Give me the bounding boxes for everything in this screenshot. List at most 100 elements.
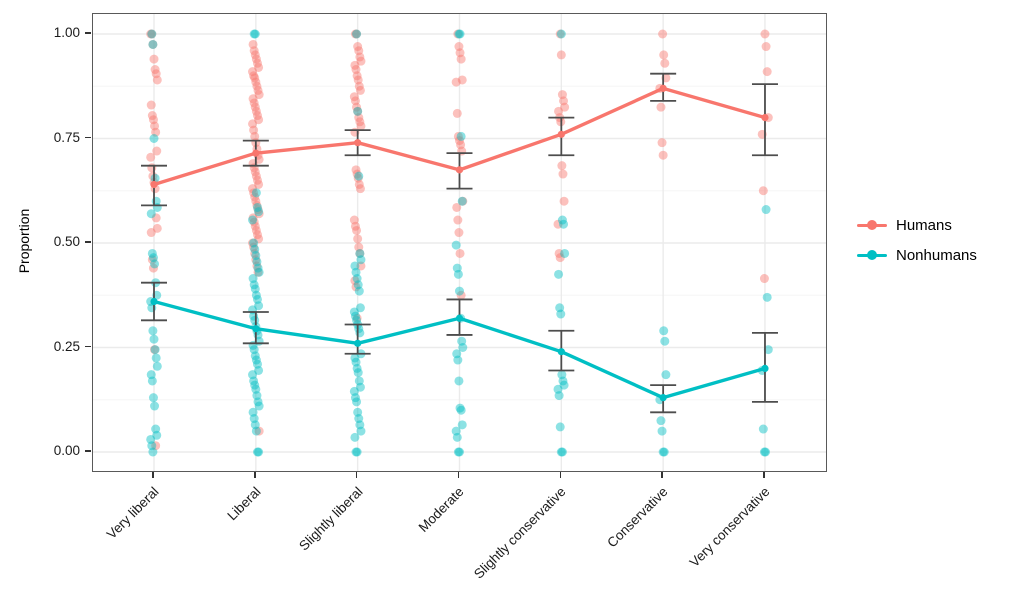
data-point-nonhumans: [456, 405, 466, 415]
data-point-nonhumans: [251, 355, 261, 365]
data-point-nonhumans: [452, 432, 462, 442]
data-point-humans: [248, 119, 258, 129]
data-point-nonhumans: [248, 215, 258, 225]
data-point-humans: [249, 98, 259, 108]
data-point-humans: [454, 136, 464, 146]
data-point-nonhumans: [355, 420, 365, 430]
data-point-humans: [250, 167, 260, 177]
data-point-humans: [250, 50, 260, 60]
legend-item-humans: Humans: [857, 213, 977, 237]
data-point-humans: [250, 131, 260, 141]
data-point-nonhumans: [254, 207, 264, 217]
data-point-nonhumans: [253, 397, 263, 407]
data-point-humans: [251, 225, 261, 235]
mean-point-humans: [455, 166, 464, 174]
data-point-nonhumans: [252, 447, 262, 457]
mean-point-nonhumans: [659, 394, 667, 402]
data-point-humans: [146, 228, 156, 238]
data-point-nonhumans: [353, 280, 363, 290]
data-point-nonhumans: [150, 401, 160, 411]
data-point-nonhumans: [761, 205, 771, 215]
data-point-nonhumans: [556, 309, 566, 319]
y-tick-mark: [85, 345, 91, 348]
data-point-humans: [353, 75, 363, 85]
data-point-humans: [456, 54, 466, 64]
data-point-humans: [147, 255, 157, 265]
x-tick-label: Very liberal: [103, 484, 162, 542]
data-point-humans: [252, 261, 262, 271]
data-point-nonhumans: [762, 292, 772, 302]
data-point-nonhumans: [252, 294, 262, 304]
data-point-humans: [252, 175, 262, 185]
y-tick-label: 1.00: [53, 25, 80, 40]
data-point-humans: [252, 58, 262, 68]
data-point-humans: [248, 184, 258, 194]
x-tick-mark: [457, 471, 460, 478]
mean-point-humans: [557, 130, 565, 138]
data-point-humans: [454, 228, 464, 238]
data-point-nonhumans: [458, 343, 468, 352]
data-point-nonhumans: [350, 393, 360, 403]
legend-key-humans-icon: [857, 213, 887, 237]
data-point-humans: [354, 179, 364, 189]
x-tick-mark: [152, 471, 154, 478]
data-point-humans: [350, 276, 360, 286]
data-point-nonhumans: [148, 253, 158, 263]
data-point-humans: [152, 75, 162, 85]
data-point-humans: [152, 223, 162, 233]
legend-item-nonhumans: Nonhumans: [857, 243, 977, 267]
data-point-humans: [559, 96, 569, 106]
data-point-humans: [352, 29, 362, 39]
data-point-nonhumans: [251, 188, 261, 198]
data-point-nonhumans: [355, 303, 365, 313]
data-point-humans: [251, 106, 261, 116]
data-point-humans: [250, 73, 260, 83]
data-point-nonhumans: [249, 29, 259, 39]
data-point-humans: [456, 290, 466, 300]
data-point-humans: [253, 85, 263, 95]
data-point-humans: [453, 29, 463, 39]
data-point-nonhumans: [453, 269, 463, 279]
data-point-nonhumans: [249, 345, 259, 355]
data-point-humans: [151, 127, 161, 137]
data-point-humans: [147, 163, 157, 173]
data-point-humans: [556, 50, 566, 60]
data-point-humans: [453, 215, 463, 225]
data-point-humans: [254, 90, 264, 100]
data-point-nonhumans: [149, 334, 159, 344]
data-point-nonhumans: [147, 29, 157, 39]
data-point-nonhumans: [147, 376, 157, 386]
legend-key-nonhumans-icon: [857, 243, 887, 267]
data-point-nonhumans: [148, 447, 158, 457]
data-point-nonhumans: [248, 407, 258, 417]
data-point-humans: [248, 39, 258, 49]
data-point-humans: [351, 165, 361, 175]
data-point-nonhumans: [252, 359, 262, 369]
data-point-nonhumans: [759, 447, 769, 457]
data-point-humans: [759, 274, 769, 284]
data-point-nonhumans: [148, 393, 158, 403]
data-point-humans: [251, 54, 261, 64]
data-point-humans: [150, 121, 160, 131]
data-point-humans: [253, 205, 263, 215]
data-point-humans: [350, 60, 360, 70]
data-point-humans: [150, 65, 160, 75]
data-point-humans: [249, 188, 259, 198]
data-point-humans: [761, 42, 771, 52]
data-point-humans: [452, 202, 462, 212]
data-point-nonhumans: [455, 29, 465, 39]
data-point-nonhumans: [349, 386, 359, 396]
data-point-humans: [254, 115, 264, 125]
x-tick-mark: [355, 471, 358, 478]
data-point-nonhumans: [251, 290, 261, 300]
data-point-nonhumans: [353, 106, 363, 116]
data-point-nonhumans: [350, 261, 360, 271]
data-point-nonhumans: [555, 422, 565, 432]
data-point-nonhumans: [457, 336, 467, 346]
data-point-humans: [249, 71, 259, 81]
data-point-nonhumans: [249, 414, 259, 424]
data-point-humans: [250, 102, 260, 112]
data-point-humans: [558, 169, 568, 179]
data-point-nonhumans: [352, 447, 362, 457]
mean-point-nonhumans: [557, 348, 565, 356]
